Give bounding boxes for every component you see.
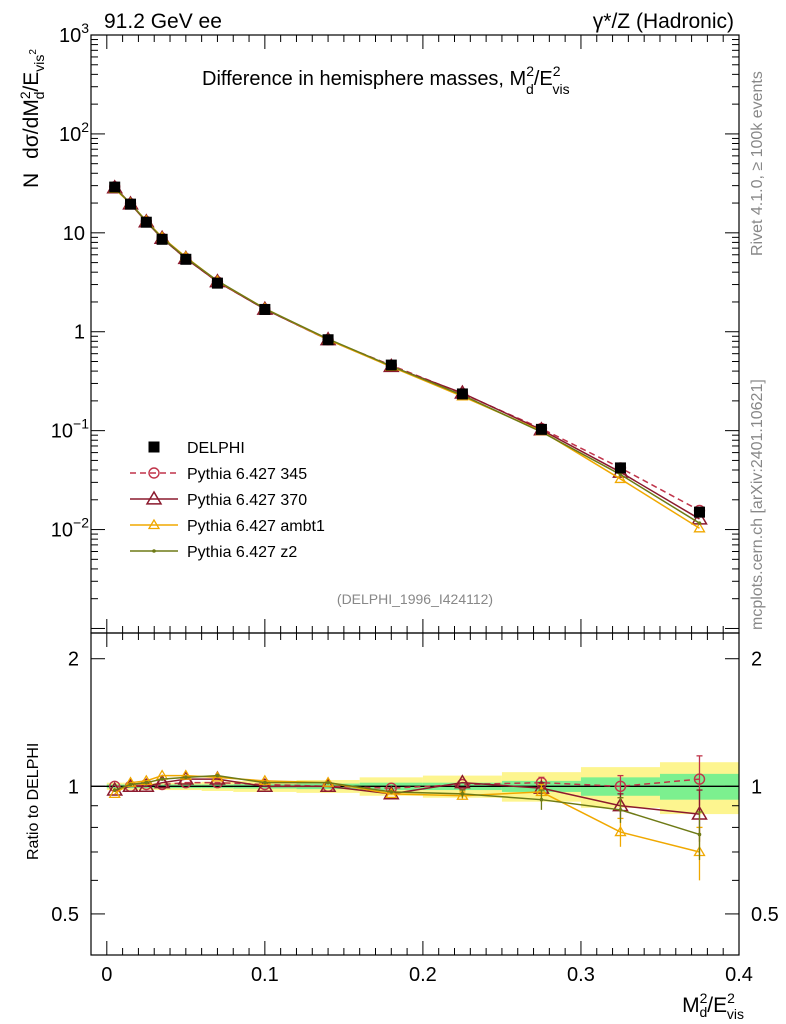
- data-point-4: [618, 472, 623, 477]
- legend-marker-4: [152, 549, 156, 553]
- header-right: γ*/Z (Hadronic): [593, 10, 734, 33]
- chart-title: Difference in hemisphere masses, M2 d/E2 v…: [202, 63, 570, 97]
- legend-marker-3: [147, 518, 161, 530]
- ratio-point-4: [263, 780, 267, 785]
- data-point-0: [140, 216, 152, 228]
- y-tick-label-ratio: 1: [68, 776, 79, 798]
- main-x-axis: [90, 35, 724, 633]
- data-point-3: [693, 522, 706, 533]
- ratio-point-4: [184, 775, 188, 780]
- data-point-0: [109, 181, 121, 193]
- ratio-point-3: [385, 787, 398, 798]
- ratio-point-4: [618, 808, 623, 812]
- y-tick-label-main: 10−1: [51, 416, 89, 443]
- x-tick-label: 0.4: [725, 964, 753, 986]
- ratio-point-2: [319, 777, 337, 792]
- data-point-0: [211, 277, 223, 289]
- legend-label-4: Pythia 6.427 z2: [187, 544, 297, 561]
- ratio-point-3: [614, 825, 627, 837]
- x-axis-label: M2 d/E2 vis: [682, 990, 744, 1022]
- data-point-4: [697, 521, 702, 525]
- y-tick-label-main: 102: [59, 119, 89, 146]
- side-label-rivet: Rivet 4.1.0, ≥ 100k events: [749, 71, 766, 256]
- y-tick-label-main: 1: [74, 322, 85, 344]
- ratio-frame: [90, 632, 740, 956]
- legend-label-3: Pythia 6.427 ambt1: [187, 518, 325, 535]
- ratio-series-group: [106, 755, 708, 881]
- y-tick-label-main: 10−2: [51, 515, 89, 542]
- data-point-0: [156, 233, 168, 245]
- ratio-point-2: [256, 777, 274, 792]
- ratio-point-4: [160, 777, 164, 781]
- ratio-x-axis: 0 0.1 0.2 0.3 0.4: [90, 633, 753, 986]
- data-point-0: [614, 462, 626, 474]
- x-tick-label: 0.2: [409, 964, 437, 986]
- header-left: 91.2 GeV ee: [104, 10, 222, 33]
- data-point-0: [535, 423, 547, 435]
- y-tick-label-ratio: 0.5: [51, 904, 79, 926]
- legend-marker-0: [148, 441, 160, 453]
- y-tick-label-ratio: 2: [68, 649, 79, 671]
- ratio-point-1: [614, 780, 627, 793]
- main-series-group: [106, 179, 708, 533]
- ratio-point-4: [112, 788, 117, 792]
- data-point-0: [259, 303, 271, 315]
- ratio-point-2: [138, 777, 155, 792]
- ratio-point-4: [460, 792, 465, 796]
- ratio-point-4: [215, 773, 220, 778]
- y-tick-label-ratio-right: 0.5: [751, 904, 779, 926]
- y-tick-label-main: 10: [63, 223, 85, 245]
- ratio-point-4: [697, 832, 702, 837]
- data-point-0: [180, 253, 192, 265]
- legend: DELPHI Pythia 6.427 345 Pythia 6.427 370 Py…: [130, 440, 325, 561]
- ratio-point-3: [108, 787, 121, 798]
- legend-marker-2: [145, 490, 163, 505]
- data-point-0: [456, 388, 468, 400]
- x-tick-label: 0.1: [251, 964, 279, 986]
- y-tick-label-ratio-right: 1: [751, 776, 762, 798]
- data-point-3: [614, 472, 627, 484]
- legend-marker-1: [148, 467, 160, 479]
- ratio-point-3: [456, 789, 469, 800]
- ratio-point-2: [454, 774, 471, 789]
- ratio-point-4: [128, 782, 133, 787]
- ratio-uncertainty-bands: [91, 762, 739, 815]
- ratio-point-4: [144, 780, 149, 785]
- ratio-point-4: [326, 780, 330, 785]
- x-tick-label: 0.3: [567, 964, 595, 986]
- ratio-point-4: [539, 797, 544, 802]
- ratio-y-axis: 2 2 1 1 0.5 0.5: [51, 649, 779, 956]
- analysis-tag: (DELPHI_1996_I424112): [337, 591, 493, 607]
- side-label-mcplots: mcplots.cern.ch [arXiv:2401.10621]: [749, 379, 766, 630]
- y-tick-label-main: 103: [59, 20, 89, 47]
- data-point-0: [693, 506, 705, 518]
- legend-label-1: Pythia 6.427 345: [187, 466, 307, 483]
- ratio-ylabel: Ratio to DELPHI: [25, 743, 42, 860]
- x-tick-label: 0: [101, 964, 112, 986]
- ratio-point-2: [153, 774, 171, 789]
- data-point-0: [125, 198, 137, 210]
- data-point-0: [322, 334, 334, 346]
- y-tick-label-ratio-right: 2: [751, 649, 762, 671]
- ratio-panel: 2 2 1 1 0.5 0.5 0 0.1 0.2 0.3 0.4 Ratio to DELPHI: [25, 632, 779, 986]
- legend-label-2: Pythia 6.427 370: [187, 492, 307, 509]
- series-line-1: [114, 186, 700, 512]
- main-ylabel: Ndσ/dM2d/Evis2: [17, 49, 47, 188]
- ratio-point-4: [389, 790, 394, 794]
- data-point-0: [385, 359, 397, 371]
- legend-label-0: DELPHI: [187, 440, 245, 457]
- ratio-point-1: [693, 773, 706, 785]
